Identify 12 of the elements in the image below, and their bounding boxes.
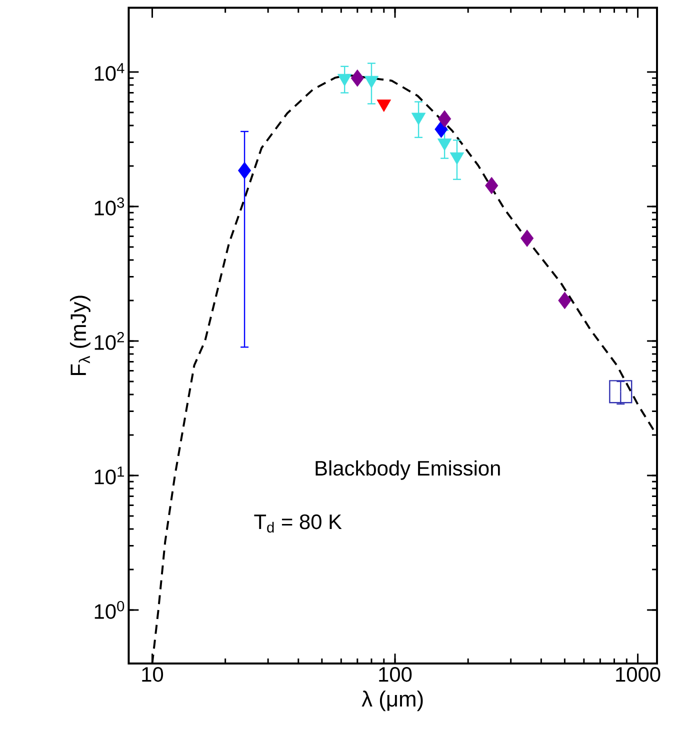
annotation: Blackbody Emission [316,460,500,480]
x-tick-label: 1000 [616,667,660,682]
annotation: T$_{d}$ = 80 K [254,514,342,533]
y-tick-label: 10$^{0}$ [94,601,124,619]
y-tick-label: 10$^{2}$ [94,332,124,350]
y-tick-label: 10$^{4}$ [94,63,124,81]
x-tick-label: 100 [379,667,412,682]
x-axis-title: λ (μm) [362,690,423,712]
x-tick-label: 10 [142,667,164,682]
y-tick-label: 10$^{1}$ [94,466,124,484]
y-tick-label: 10$^{3}$ [94,198,124,216]
y-axis-title: F$_{λ}$ (mJy) [70,296,90,376]
